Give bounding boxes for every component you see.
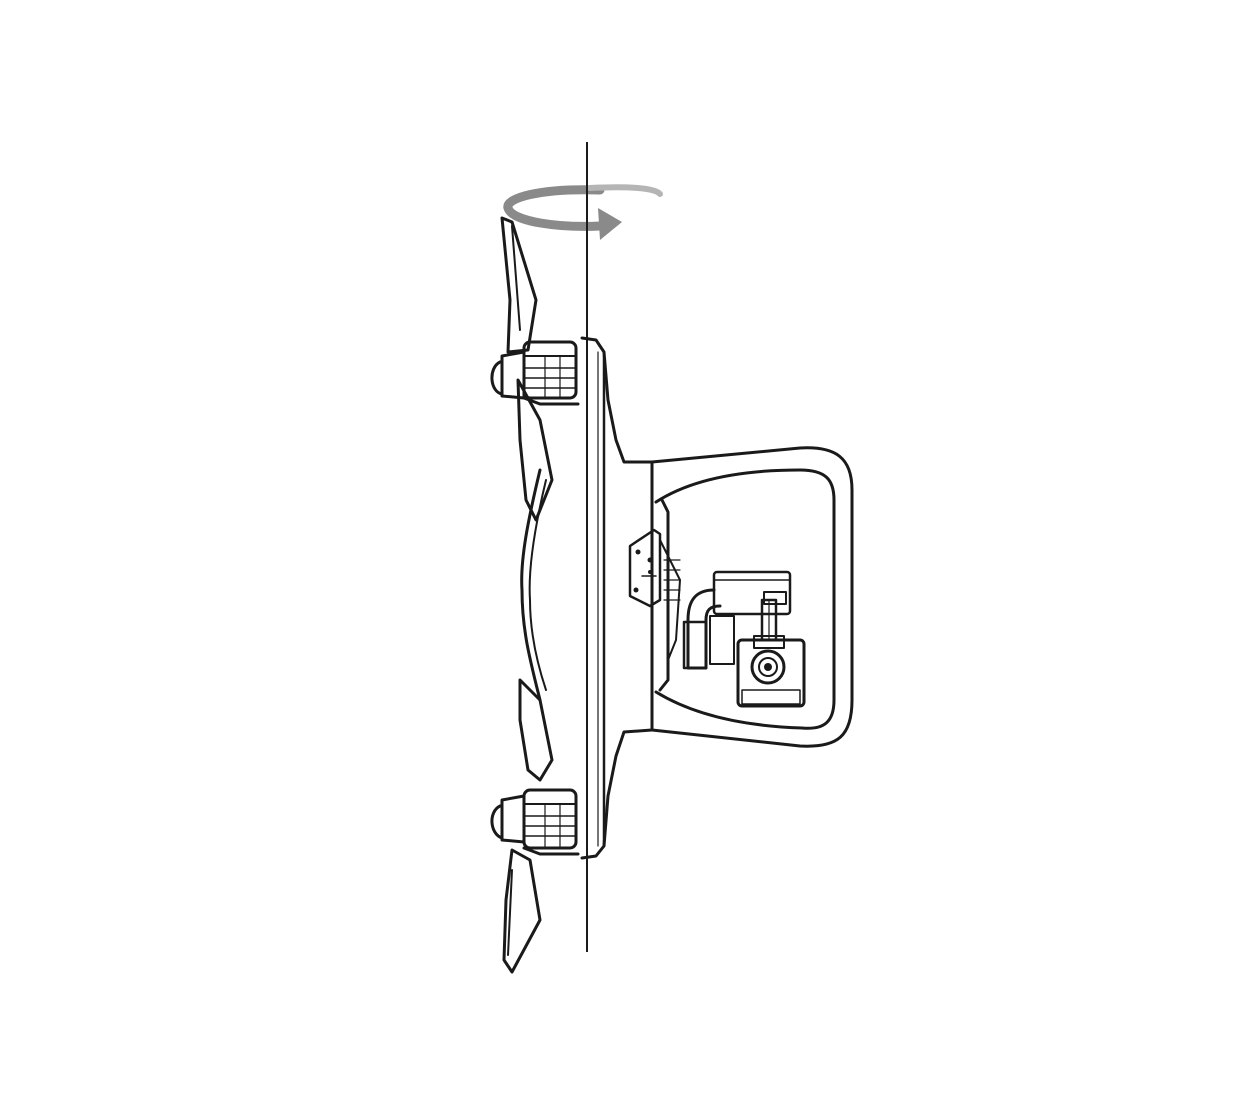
- drone-body: [520, 336, 654, 860]
- landing-gear-icon: [650, 446, 854, 748]
- gimbal-mount: [628, 498, 681, 692]
- rotation-arrow-icon: [503, 184, 663, 240]
- propeller-top: [500, 216, 554, 522]
- gimbal-camera-icon: [682, 570, 806, 708]
- motor-bottom: [490, 788, 580, 856]
- motor-top: [490, 340, 580, 406]
